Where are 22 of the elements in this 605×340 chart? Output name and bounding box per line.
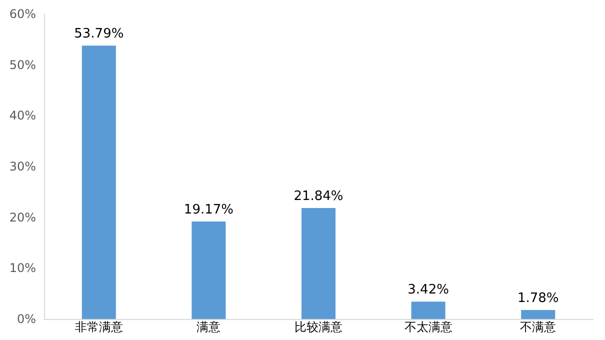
x-tick-label: 不太满意 — [404, 320, 452, 334]
bar — [411, 302, 446, 319]
y-tick-label: 0% — [16, 312, 36, 326]
x-tick-label: 非常满意 — [74, 320, 123, 334]
bar — [301, 208, 336, 319]
x-tick-label: 比较满意 — [294, 320, 342, 334]
x-tick-label: 满意 — [196, 320, 221, 334]
y-tick-label: 50% — [9, 58, 36, 72]
data-label: 21.84% — [294, 188, 344, 204]
bar — [192, 222, 226, 319]
data-label: 19.17% — [184, 202, 234, 218]
data-label: 1.78% — [517, 290, 559, 306]
bar — [521, 310, 556, 319]
data-label: 53.79% — [74, 26, 124, 42]
y-tick-label: 10% — [9, 261, 36, 276]
y-tick-label: 20% — [9, 210, 36, 224]
x-tick-label: 不满意 — [520, 320, 556, 334]
data-label: 3.42% — [408, 282, 449, 298]
y-tick-label: 40% — [9, 108, 36, 123]
y-tick-label: 30% — [9, 160, 36, 174]
y-tick-label: 60% — [9, 7, 36, 21]
bar — [82, 46, 116, 319]
